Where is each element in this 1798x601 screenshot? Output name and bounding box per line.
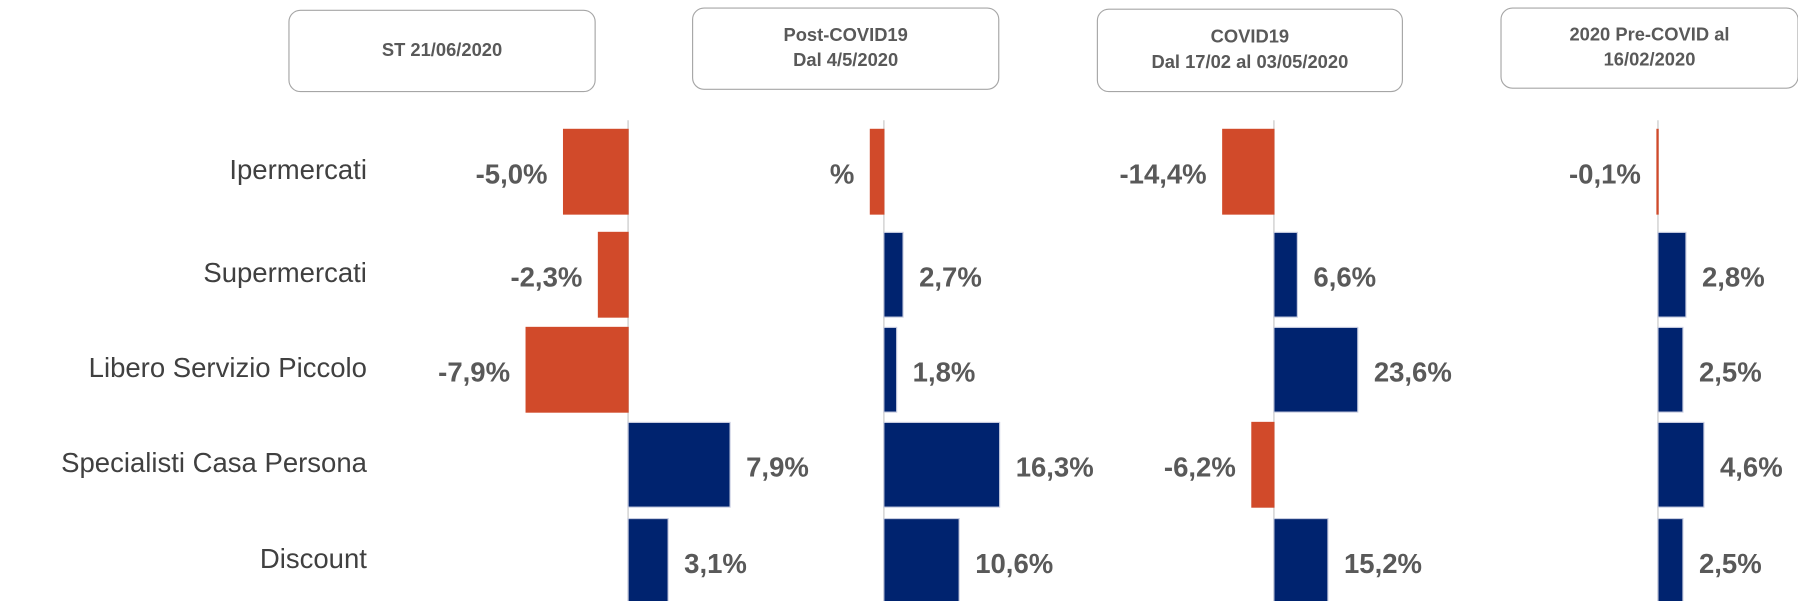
value-label: 2,5%: [1699, 548, 1762, 579]
value-label: 2,7%: [919, 262, 982, 293]
value-label: 7,9%: [746, 452, 809, 483]
header-title: Post-COVID19: [783, 24, 907, 45]
bar: [1251, 421, 1275, 508]
value-label: 10,6%: [975, 548, 1053, 579]
value-label: 4,6%: [1720, 452, 1783, 483]
value-label: 15,2%: [1344, 548, 1422, 579]
value-label: 6,6%: [1313, 262, 1376, 293]
value-label: 2,5%: [1699, 357, 1762, 388]
value-label: -2,3%: [510, 262, 582, 293]
header-title: Dal 4/5/2020: [793, 49, 898, 70]
bar: [627, 518, 669, 601]
value-label: 1,8%: [913, 357, 976, 388]
bar: [627, 421, 731, 508]
header-title: 16/02/2020: [1604, 49, 1696, 70]
header-title: ST 21/06/2020: [382, 39, 502, 60]
value-label: -14,4%: [1119, 159, 1206, 190]
value-label: 2,8%: [1702, 262, 1765, 293]
value-label: 23,6%: [1374, 357, 1452, 388]
category-label: Supermercati: [203, 257, 367, 288]
header-box: [1096, 8, 1403, 93]
bar: [1273, 326, 1359, 413]
value-label: -7,9%: [438, 357, 510, 388]
bar: [1222, 128, 1275, 215]
bar: [1657, 326, 1684, 413]
category-label: Ipermercati: [229, 154, 367, 185]
value-label: 16,3%: [1016, 452, 1094, 483]
category-label: Specialisti Casa Persona: [61, 447, 368, 478]
value-label: -6,2%: [1164, 452, 1236, 483]
header-box: [1500, 7, 1798, 89]
category-label: Libero Servizio Piccolo: [89, 352, 367, 383]
header-box: [692, 7, 1000, 90]
bar: [562, 128, 629, 215]
bar: [1656, 128, 1659, 215]
bar: [1273, 231, 1298, 318]
header-title: Dal 17/02 al 03/05/2020: [1151, 51, 1348, 72]
bar: [1657, 231, 1687, 318]
bar: [1657, 518, 1684, 601]
bar: [1657, 421, 1705, 508]
value-label: -5,0%: [476, 159, 548, 190]
bar: [883, 326, 898, 413]
value-label: -0,1%: [1569, 159, 1641, 190]
header-title: COVID19: [1211, 26, 1290, 47]
bar: [525, 326, 629, 413]
header-box: [288, 9, 596, 93]
bar: [869, 128, 885, 215]
bar: [1273, 518, 1329, 601]
bar: [597, 231, 629, 318]
header-title: 2020 Pre-COVID al: [1569, 23, 1729, 44]
bar: [883, 518, 960, 601]
bar: [883, 231, 904, 318]
bar: [883, 421, 1001, 508]
value-label: 3,1%: [684, 548, 747, 579]
category-label: Discount: [260, 543, 367, 574]
value-label: %: [830, 159, 854, 190]
